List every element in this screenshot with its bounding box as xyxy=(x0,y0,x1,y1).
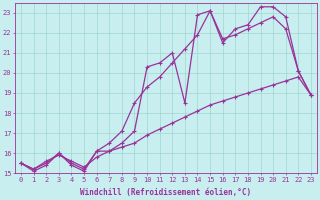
X-axis label: Windchill (Refroidissement éolien,°C): Windchill (Refroidissement éolien,°C) xyxy=(80,188,252,197)
